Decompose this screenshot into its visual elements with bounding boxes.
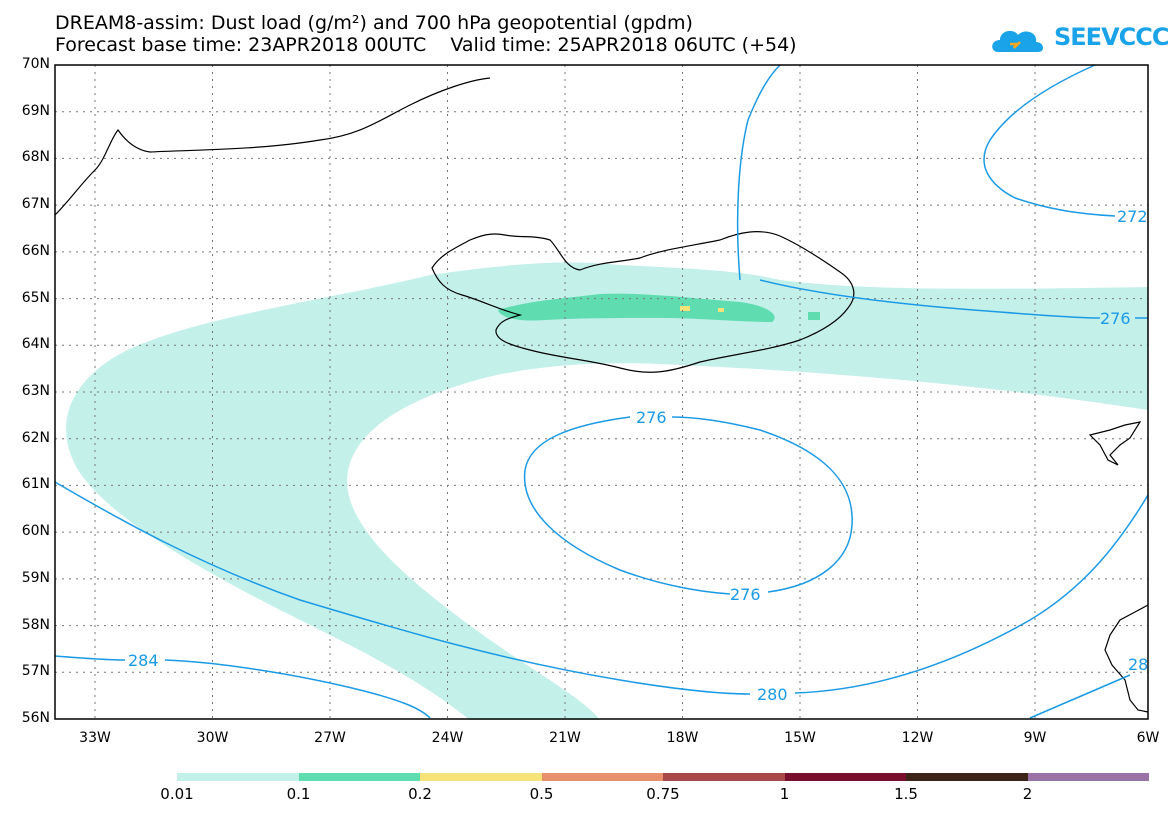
contour-label-272: 272	[1117, 207, 1148, 226]
lat-label: 65N	[21, 289, 50, 306]
lon-label: 9W	[1023, 730, 1047, 746]
lon-label: 6W	[1136, 730, 1160, 746]
lat-label: 67N	[21, 196, 50, 213]
colorbar-label: 0.01	[160, 785, 194, 803]
colorbar-segment	[177, 773, 299, 781]
contour-284	[54, 655, 431, 719]
coastlines	[54, 77, 1149, 713]
lat-label: 58N	[21, 616, 50, 633]
contour-label-276-top: 276	[636, 408, 667, 427]
geopotential-contours	[54, 64, 1149, 719]
lon-label: 33W	[79, 730, 111, 746]
colorbar-label: 0.75	[646, 785, 680, 803]
contour-272-a	[736, 64, 781, 281]
contour-label-276-east: 276	[1100, 309, 1131, 328]
colorbar-label: 1.5	[894, 785, 918, 803]
dust-plume-high	[680, 306, 724, 312]
lat-label: 59N	[21, 569, 50, 586]
dust-plume-mid	[498, 293, 820, 322]
lon-label: 30W	[196, 730, 229, 746]
lat-label: 66N	[21, 242, 50, 259]
lat-label: 68N	[21, 149, 50, 166]
colorbar-label: 2	[1022, 785, 1033, 803]
lon-label: 12W	[901, 730, 934, 746]
contour-label-280: 280	[757, 685, 788, 704]
contour-label-284: 284	[128, 651, 159, 670]
contour-276-ellipse	[523, 416, 853, 595]
lon-label: 27W	[314, 730, 346, 746]
cloud-logo-icon	[992, 30, 1044, 52]
lat-label: 60N	[21, 523, 50, 540]
contour-272-b	[983, 64, 1116, 217]
lat-label: 69N	[21, 102, 50, 119]
lon-label: 18W	[666, 730, 699, 746]
dust-plume-low	[66, 262, 1149, 720]
contour-label-276-bottom: 276	[730, 585, 761, 604]
lat-label: 64N	[21, 336, 50, 353]
lon-label: 21W	[549, 730, 581, 746]
lat-label: 70N	[21, 56, 50, 72]
colorbar-label: 1	[779, 785, 790, 803]
contour-276-north	[759, 279, 1148, 319]
lat-label: 56N	[21, 710, 50, 726]
greenland-coast	[54, 77, 491, 216]
colorbar-segment	[663, 773, 785, 781]
contour-label-288: 28	[1128, 655, 1148, 674]
contour-288	[1029, 674, 1131, 719]
map-frame	[54, 64, 1149, 720]
lat-label: 57N	[21, 663, 50, 680]
lon-label: 15W	[784, 730, 816, 746]
lat-label: 62N	[21, 429, 50, 446]
lat-label: 61N	[21, 476, 50, 493]
forecast-time-subtitle: Forecast base time: 23APR2018 00UTC Vali…	[55, 34, 797, 56]
colorbar-segment	[541, 773, 663, 781]
lon-label: 24W	[431, 730, 464, 746]
colorbar-segment	[784, 773, 906, 781]
colorbar-segment	[906, 773, 1028, 781]
colorbar-segment	[420, 773, 542, 781]
colorbar-label: 0.2	[408, 785, 432, 803]
colorbar-label: 0.5	[529, 785, 554, 803]
faroe-islands	[1088, 421, 1142, 466]
chart-title: DREAM8-assim: Dust load (g/m²) and 700 h…	[55, 12, 693, 34]
contour-280	[54, 481, 1149, 695]
colorbar-segment	[1027, 773, 1149, 781]
colorbar-segment	[298, 773, 420, 781]
lat-label: 63N	[21, 383, 50, 399]
map-gridlines	[55, 65, 1148, 719]
scotland-coast	[1104, 604, 1149, 713]
iceland-coast	[431, 231, 855, 373]
logo-text: SEEVCCC	[1054, 23, 1169, 51]
colorbar-label: 0.1	[286, 785, 311, 803]
